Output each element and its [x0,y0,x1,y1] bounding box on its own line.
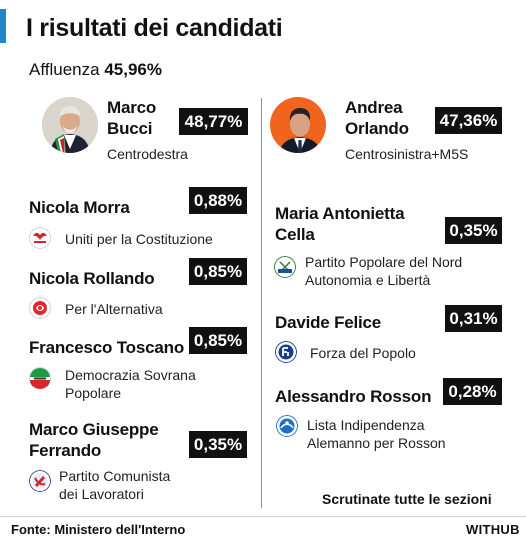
partito-comunista-lavoratori-logo-icon [29,470,51,492]
percent-badge-felice: 0,31% [445,305,502,332]
party-cella: Partito Popolare del Nord Autonomia e Li… [305,254,463,288]
turnout-value: 45,96% [104,60,162,79]
percent-badge-toscano: 0,85% [189,327,247,354]
candidate-name-bucci: Marco Bucci [107,98,157,138]
uniti-costituzione-logo-icon [29,227,51,249]
candidate-name-rosson: Alessandro Rosson [275,387,432,406]
candidate-name-toscano: Francesco Toscano [29,338,185,357]
candidate-name-rollando: Nicola Rollando [29,269,155,288]
percent-badge-morra: 0,88% [189,187,247,214]
per-alternativa-logo-icon [29,297,51,319]
candidate-name-felice: Davide Felice [275,313,382,332]
column-divider [261,98,262,508]
brand-logo: WITHUB [466,522,520,537]
candidate-name-orlando: Andrea Orlando [345,98,409,138]
page-title: I risultati dei candidati [26,14,283,42]
bucci-photo-icon [42,97,98,153]
footer-divider [0,516,526,517]
candidate-name-cella: Maria Antonietta Cella [275,204,405,244]
party-toscano: Democrazia Sovrana Popolare [65,367,196,401]
coalition-orlando: Centrosinistra+M5S [345,146,469,162]
percent-badge-cella: 0,35% [445,217,502,244]
title-accent-bar [0,9,6,43]
party-rosson: Lista Indipendenza Alemanno per Rosson [307,417,446,451]
forza-del-popolo-logo-icon [275,341,297,363]
orlando-photo-icon [270,97,326,153]
source-note: Fonte: Ministero dell'Interno [11,522,186,537]
percent-badge-rosson: 0,28% [443,378,502,405]
coalition-bucci: Centrodestra [107,146,188,162]
candidate-name-ferrando: Marco Giuseppe Ferrando [29,420,159,460]
percent-badge-orlando: 47,36% [435,107,502,134]
party-ferrando: Partito Comunista dei Lavoratori [59,468,171,502]
candidate-name-morra: Nicola Morra [29,198,130,217]
party-morra: Uniti per la Costituzione [65,231,213,247]
turnout-label: Affluenza [29,60,100,79]
party-felice: Forza del Popolo [310,345,416,361]
lista-indipendenza-logo-icon [276,415,298,437]
percent-badge-bucci: 48,77% [179,108,248,135]
percent-badge-rollando: 0,85% [189,258,247,285]
percent-badge-ferrando: 0,35% [189,431,247,458]
democrazia-sovrana-logo-icon [29,367,51,389]
party-rollando: Per l'Alternativa [65,301,163,317]
turnout: Affluenza 45,96% [29,60,162,80]
counted-note: Scrutinate tutte le sezioni [322,491,492,507]
partito-popolare-nord-logo-icon [274,256,296,278]
